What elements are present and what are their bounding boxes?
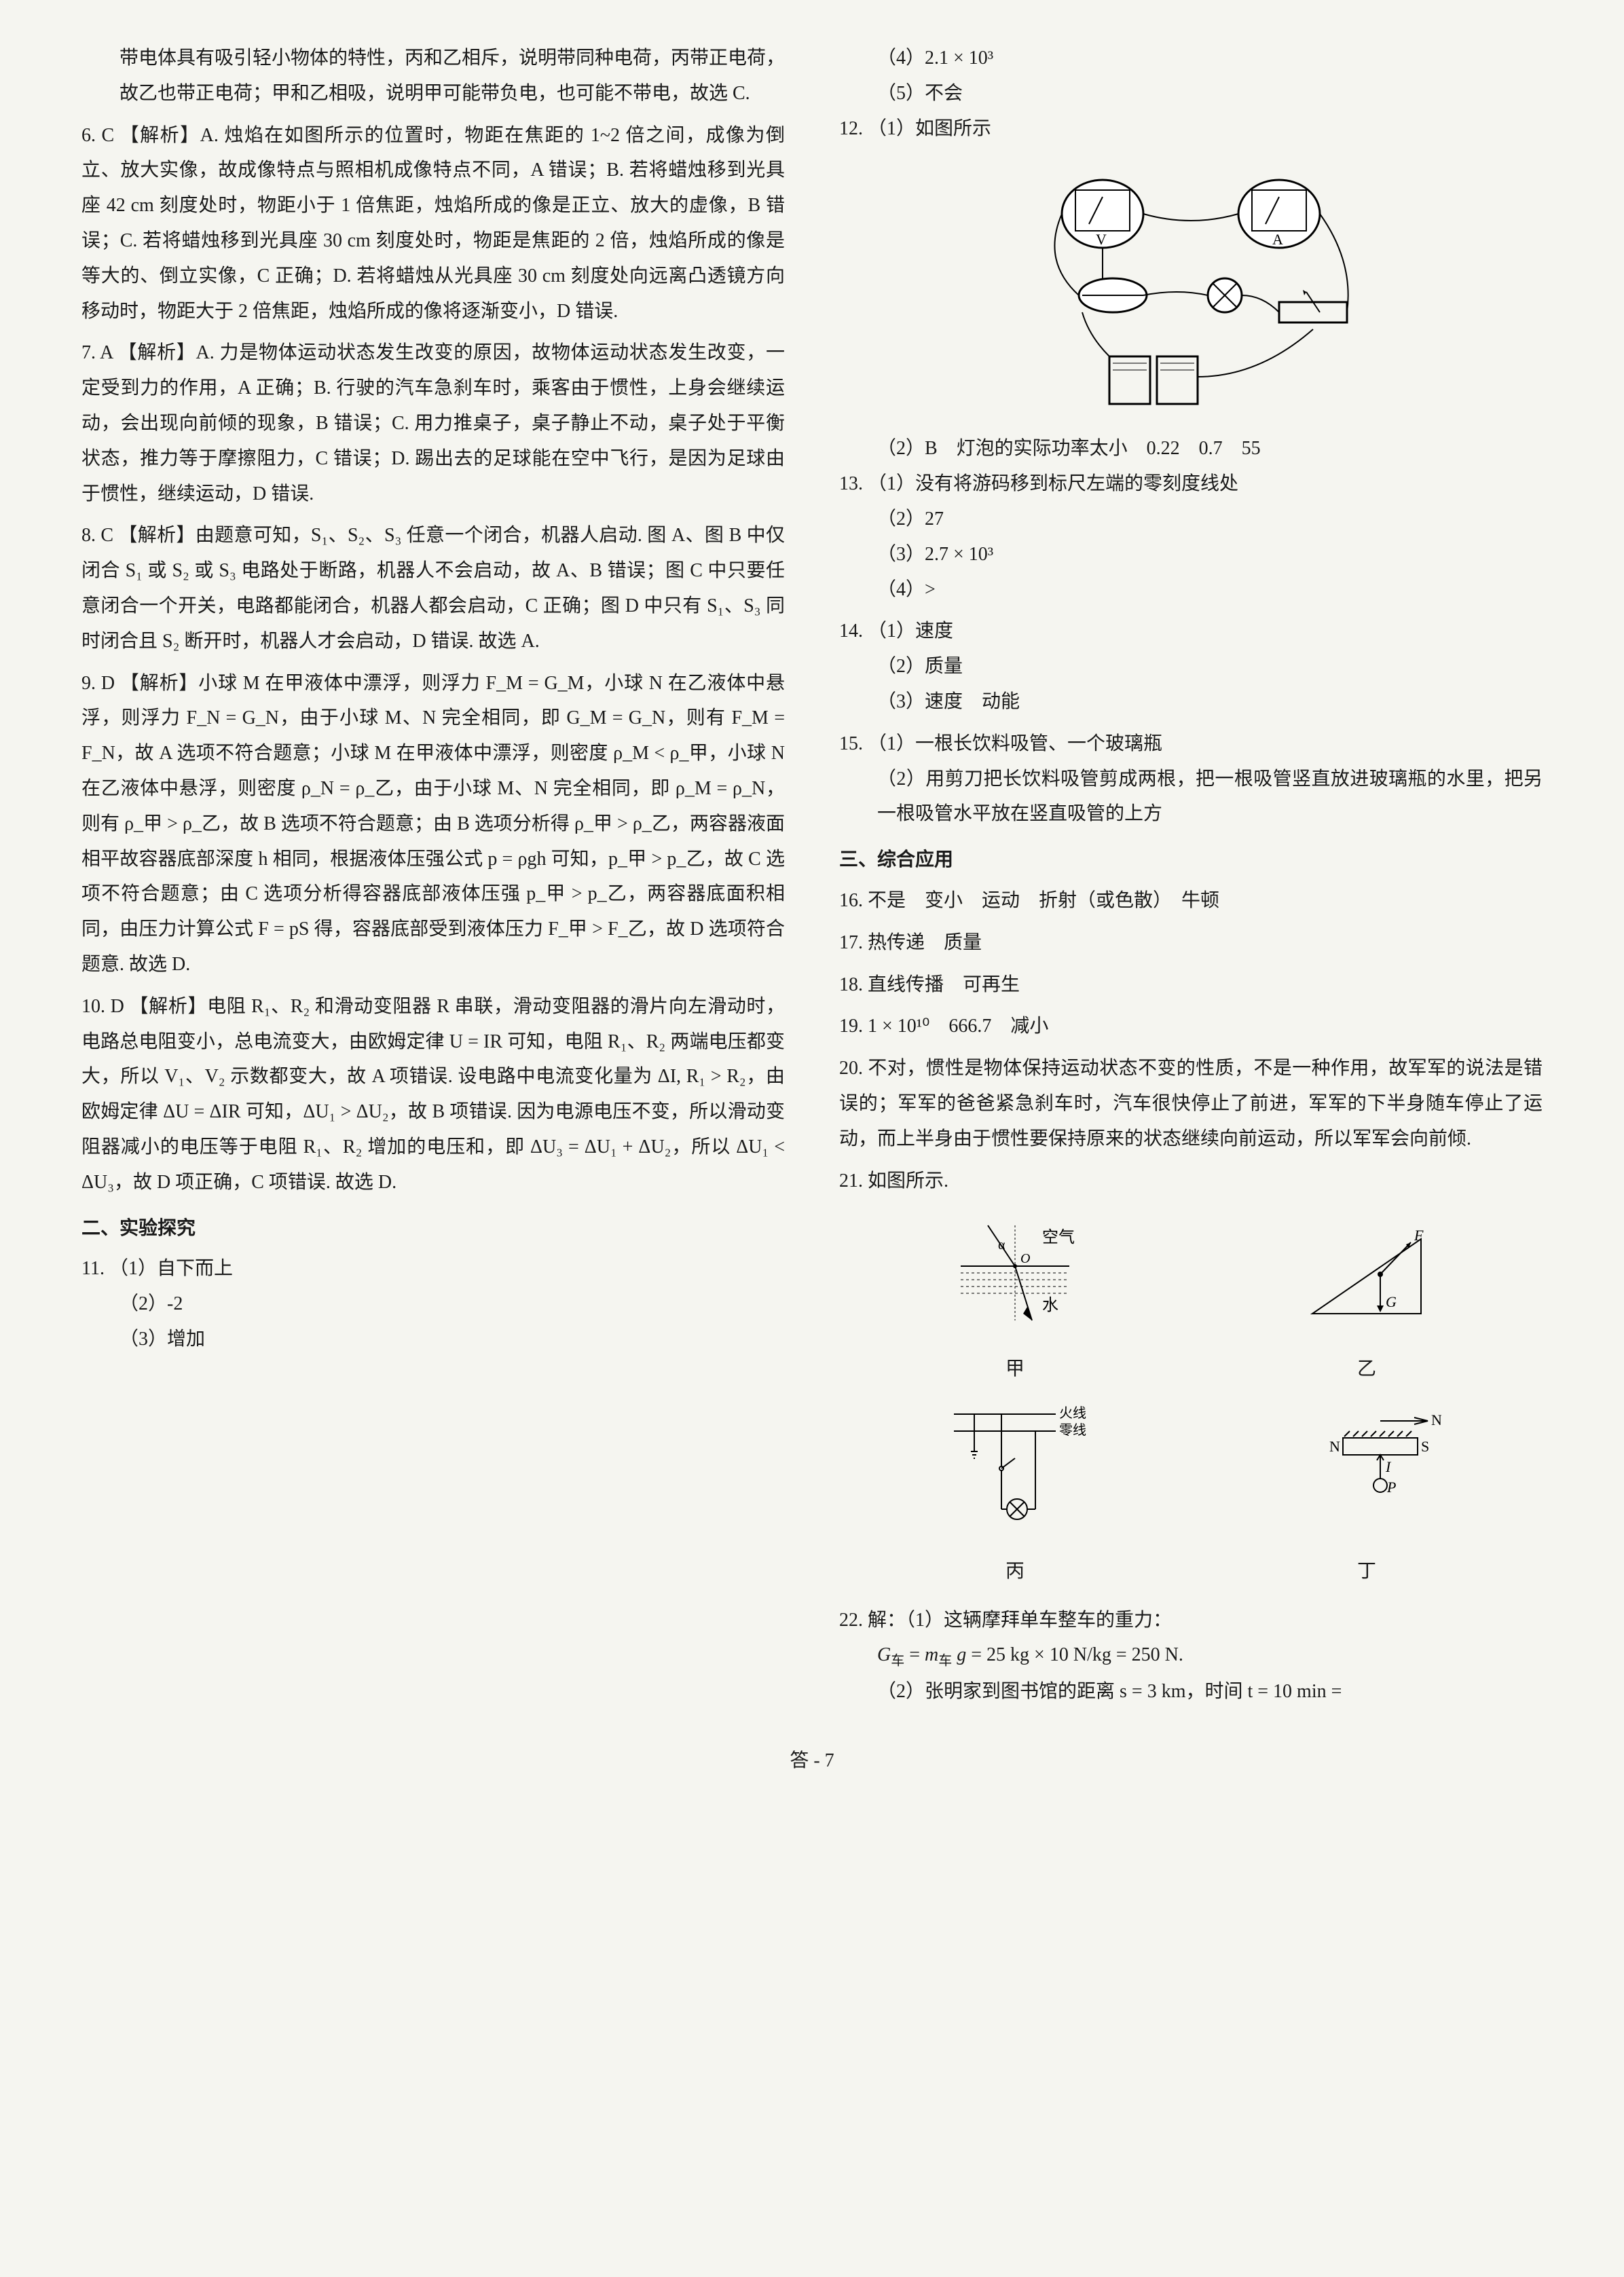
sub-1: （1）一根长饮料吸管、一个玻璃瓶: [868, 733, 1162, 754]
item-11-sub5: （5）不会: [839, 76, 1543, 111]
magnet-diagram: N N S I P: [1292, 1401, 1441, 1536]
item-text: 【解析】小球 M 在甲液体中漂浮，则浮力 F_M = G_M，小球 N 在乙液体…: [81, 673, 785, 975]
svg-text:S: S: [1421, 1438, 1429, 1455]
svg-text:零线: 零线: [1059, 1422, 1086, 1438]
sub-2: （2）27: [839, 502, 1543, 537]
item-10: 10. D 【解析】电阻 R₁、R₂ 和滑动变阻器 R 串联，滑动变阻器的滑片向…: [81, 989, 785, 1200]
item-text: 【解析】A. 力是物体运动状态发生改变的原因，故物体运动状态发生改变，一定受到力…: [81, 342, 785, 504]
sub-3: （3）速度 动能: [839, 684, 1543, 720]
item-number: 11.: [81, 1258, 105, 1279]
diagram-row-1: α O 空气 水 甲 F G 乙: [839, 1212, 1543, 1387]
item-22: 22. 解：（1）这辆摩拜单车整车的重力： G车 = m车 g = 25 kg …: [839, 1603, 1543, 1709]
label-ding: 丁: [1191, 1554, 1543, 1589]
item-number: 7. A: [81, 342, 113, 363]
diagram-row-2: 火线 零线 丙: [839, 1401, 1543, 1589]
svg-text:空气: 空气: [1042, 1228, 1075, 1246]
sub-2: （2）质量: [839, 649, 1543, 684]
right-column: （4）2.1 × 10³ （5）不会 12. （1）如图所示 V A: [839, 41, 1543, 1716]
svg-text:N: N: [1329, 1438, 1340, 1455]
item-19: 19. 1 × 10¹⁰ 666.7 减小: [839, 1009, 1543, 1044]
sub-2: （2）-2: [81, 1286, 785, 1322]
item-number: 21.: [839, 1170, 863, 1191]
svg-text:A: A: [1272, 231, 1283, 248]
sub-3: （3）增加: [81, 1322, 785, 1357]
item-14: 14. （1）速度 （2）质量 （3）速度 动能: [839, 614, 1543, 719]
item-12: 12. （1）如图所示: [839, 111, 1543, 147]
item-17: 17. 热传递 质量: [839, 925, 1543, 961]
item-11: 11. （1）自下而上 （2）-2 （3）增加: [81, 1251, 785, 1356]
section-3-header: 三、综合应用: [839, 843, 1543, 878]
label-bing: 丙: [839, 1554, 1191, 1589]
item-5-continuation: 带电体具有吸引轻小物体的特性，丙和乙相斥，说明带同种电荷，丙带正电荷，故乙也带正…: [81, 41, 785, 111]
item-9: 9. D 【解析】小球 M 在甲液体中漂浮，则浮力 F_M = G_M，小球 N…: [81, 666, 785, 982]
item-18: 18. 直线传播 可再生: [839, 967, 1543, 1003]
item-text: 【解析】A. 烛焰在如图所示的位置时，物距在焦距的 1~2 倍之间，成像为倒立、…: [81, 125, 785, 322]
item-number: 10. D: [81, 996, 124, 1017]
section-2-header: 二、实验探究: [81, 1211, 785, 1246]
page-content: 带电体具有吸引轻小物体的特性，丙和乙相斥，说明带同种电荷，丙带正电荷，故乙也带正…: [81, 41, 1543, 1716]
refraction-diagram: α O 空气 水: [947, 1212, 1083, 1334]
item-text: 如图所示.: [868, 1170, 948, 1191]
sub-4: （4）>: [839, 572, 1543, 608]
sub-1: （1）速度: [868, 621, 953, 642]
item-number: 8. C: [81, 525, 113, 546]
text-1: 解：（1）这辆摩拜单车整车的重力：: [868, 1610, 1172, 1631]
circuit-bing: 火线 零线: [940, 1401, 1090, 1536]
circuit-svg: V A: [839, 160, 1543, 418]
item-number: 22.: [839, 1610, 863, 1631]
svg-text:I: I: [1385, 1458, 1392, 1475]
text-2: （2）张明家到图书馆的距离 s = 3 km，时间 t = 10 min =: [839, 1674, 1543, 1709]
item-number: 15.: [839, 733, 863, 754]
svg-text:水: 水: [1042, 1296, 1058, 1314]
item-6: 6. C 【解析】A. 烛焰在如图所示的位置时，物距在焦距的 1~2 倍之间，成…: [81, 118, 785, 329]
item-number: 6. C: [81, 125, 114, 146]
incline-diagram: F G: [1299, 1212, 1435, 1334]
item-15: 15. （1）一根长饮料吸管、一个玻璃瓶 （2）用剪刀把长饮料吸管剪成两根，把一…: [839, 726, 1543, 832]
item-13: 13. （1）没有将游码移到标尺左端的零刻度线处 （2）27 （3）2.7 × …: [839, 466, 1543, 607]
circuit-diagram: V A: [839, 160, 1543, 418]
sub-2: （2）用剪刀把长饮料吸管剪成两根，把一根吸管竖直放进玻璃瓶的水里，把另一根吸管水…: [839, 762, 1543, 832]
item-number: 9. D: [81, 673, 115, 694]
item-text: 【解析】电阻 R₁、R₂ 和滑动变阻器 R 串联，滑动变阻器的滑片向左滑动时，电…: [81, 996, 785, 1193]
svg-text:O: O: [1020, 1251, 1030, 1266]
text: 带电体具有吸引轻小物体的特性，丙和乙相斥，说明带同种电荷，丙带正电荷，故乙也带正…: [119, 48, 785, 104]
diagram-jia: α O 空气 水 甲: [839, 1212, 1191, 1387]
item-number: 12.: [839, 118, 863, 139]
svg-text:P: P: [1386, 1479, 1396, 1496]
sub-1: （1）自下而上: [109, 1258, 233, 1279]
sub-1: （1）如图所示: [868, 118, 991, 139]
page-footer: 答 - 7: [81, 1743, 1543, 1779]
svg-text:G: G: [1386, 1293, 1397, 1310]
svg-text:火线: 火线: [1059, 1405, 1086, 1421]
item-20: 20. 不对，惯性是物体保持运动状态不变的性质，不是一种作用，故军军的说法是错误…: [839, 1051, 1543, 1156]
left-column: 带电体具有吸引轻小物体的特性，丙和乙相斥，说明带同种电荷，丙带正电荷，故乙也带正…: [81, 41, 785, 1716]
item-number: 13.: [839, 473, 863, 494]
formula: G车 = m车 g = 25 kg × 10 N/kg = 250 N.: [839, 1637, 1543, 1674]
sub-3: （3）2.7 × 10³: [839, 537, 1543, 572]
svg-text:F: F: [1414, 1227, 1424, 1244]
svg-text:V: V: [1096, 231, 1107, 248]
diagram-yi: F G 乙: [1191, 1212, 1543, 1387]
item-12-sub2: （2）B 灯泡的实际功率太小 0.22 0.7 55: [839, 431, 1543, 466]
item-11-sub4: （4）2.1 × 10³: [839, 41, 1543, 76]
item-text: 【解析】由题意可知，S₁、S₂、S₃ 任意一个闭合，机器人启动. 图 A、图 B…: [81, 525, 785, 651]
item-number: 14.: [839, 621, 863, 642]
diagram-bing: 火线 零线 丙: [839, 1401, 1191, 1589]
item-21: 21. 如图所示.: [839, 1164, 1543, 1199]
item-16: 16. 不是 变小 运动 折射（或色散） 牛顿: [839, 883, 1543, 919]
label-jia: 甲: [839, 1352, 1191, 1387]
svg-text:α: α: [998, 1238, 1005, 1253]
label-yi: 乙: [1191, 1352, 1543, 1387]
sub-1: （1）没有将游码移到标尺左端的零刻度线处: [868, 473, 1238, 494]
svg-text:N: N: [1431, 1411, 1441, 1428]
item-7: 7. A 【解析】A. 力是物体运动状态发生改变的原因，故物体运动状态发生改变，…: [81, 335, 785, 511]
diagram-ding: N N S I P 丁: [1191, 1401, 1543, 1589]
item-8: 8. C 【解析】由题意可知，S₁、S₂、S₃ 任意一个闭合，机器人启动. 图 …: [81, 518, 785, 659]
